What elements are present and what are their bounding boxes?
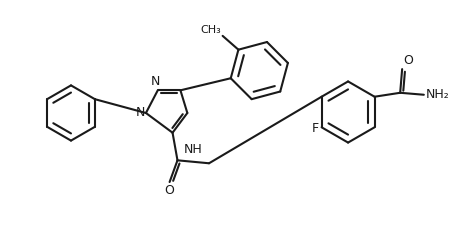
Text: NH: NH <box>184 143 202 156</box>
Text: N: N <box>135 106 145 119</box>
Text: F: F <box>312 122 318 135</box>
Text: O: O <box>164 184 174 197</box>
Text: N: N <box>151 75 160 88</box>
Text: CH₃: CH₃ <box>200 25 221 35</box>
Text: O: O <box>403 54 413 67</box>
Text: NH₂: NH₂ <box>426 88 449 101</box>
